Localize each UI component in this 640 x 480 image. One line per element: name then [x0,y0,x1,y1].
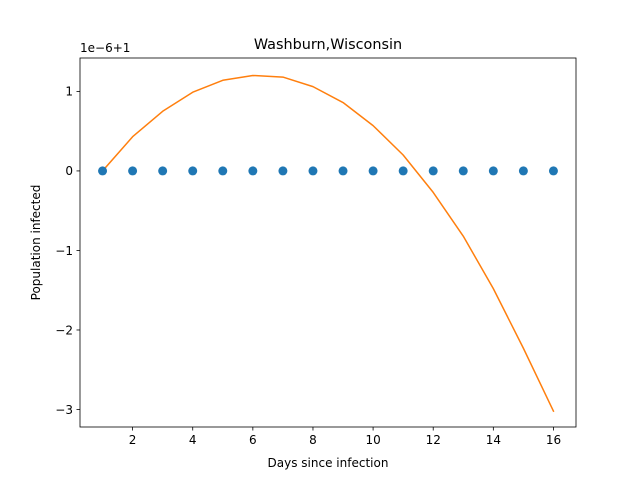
scatter-point [398,166,408,176]
x-tick-label: 2 [129,433,137,447]
scatter-point [338,166,348,176]
scatter-point [188,166,198,176]
x-tick-label: 14 [486,433,501,447]
plot-area [98,74,558,413]
y-tick-label: 0 [65,164,73,178]
x-tick-label: 10 [365,433,380,447]
scatter-point [98,166,108,176]
scatter-point [518,166,528,176]
scatter-point [368,166,378,176]
y-axis-label: Population infected [29,185,43,301]
scatter-point [308,166,318,176]
x-tick-label: 6 [249,433,257,447]
scatter-point [488,166,498,176]
scatter-point [458,166,468,176]
y-tick-label: −2 [55,323,73,337]
y-tick-label: 1 [65,85,73,99]
x-tick-label: 16 [546,433,561,447]
y-axis-ticks: −3 −2 −1 0 1 [55,85,80,417]
y-axis-offset-label: 1e−6+1 [80,41,130,55]
scatter-point [428,166,438,176]
x-axis-ticks: 2 4 6 8 10 12 14 16 [129,427,561,447]
x-tick-label: 8 [309,433,317,447]
y-tick-label: −3 [55,403,73,417]
scatter-point [248,166,258,176]
scatter-point [548,166,558,176]
x-tick-label: 4 [189,433,197,447]
chart-title: Washburn,Wisconsin [254,37,402,53]
scatter-point [128,166,138,176]
y-tick-label: −1 [55,244,73,258]
axes-frame [79,57,577,428]
x-axis-label: Days since infection [268,456,389,470]
scatter-point [278,166,288,176]
scatter-point [158,166,168,176]
x-tick-label: 12 [426,433,441,447]
scatter-point [218,166,228,176]
fitted-line [101,74,555,413]
